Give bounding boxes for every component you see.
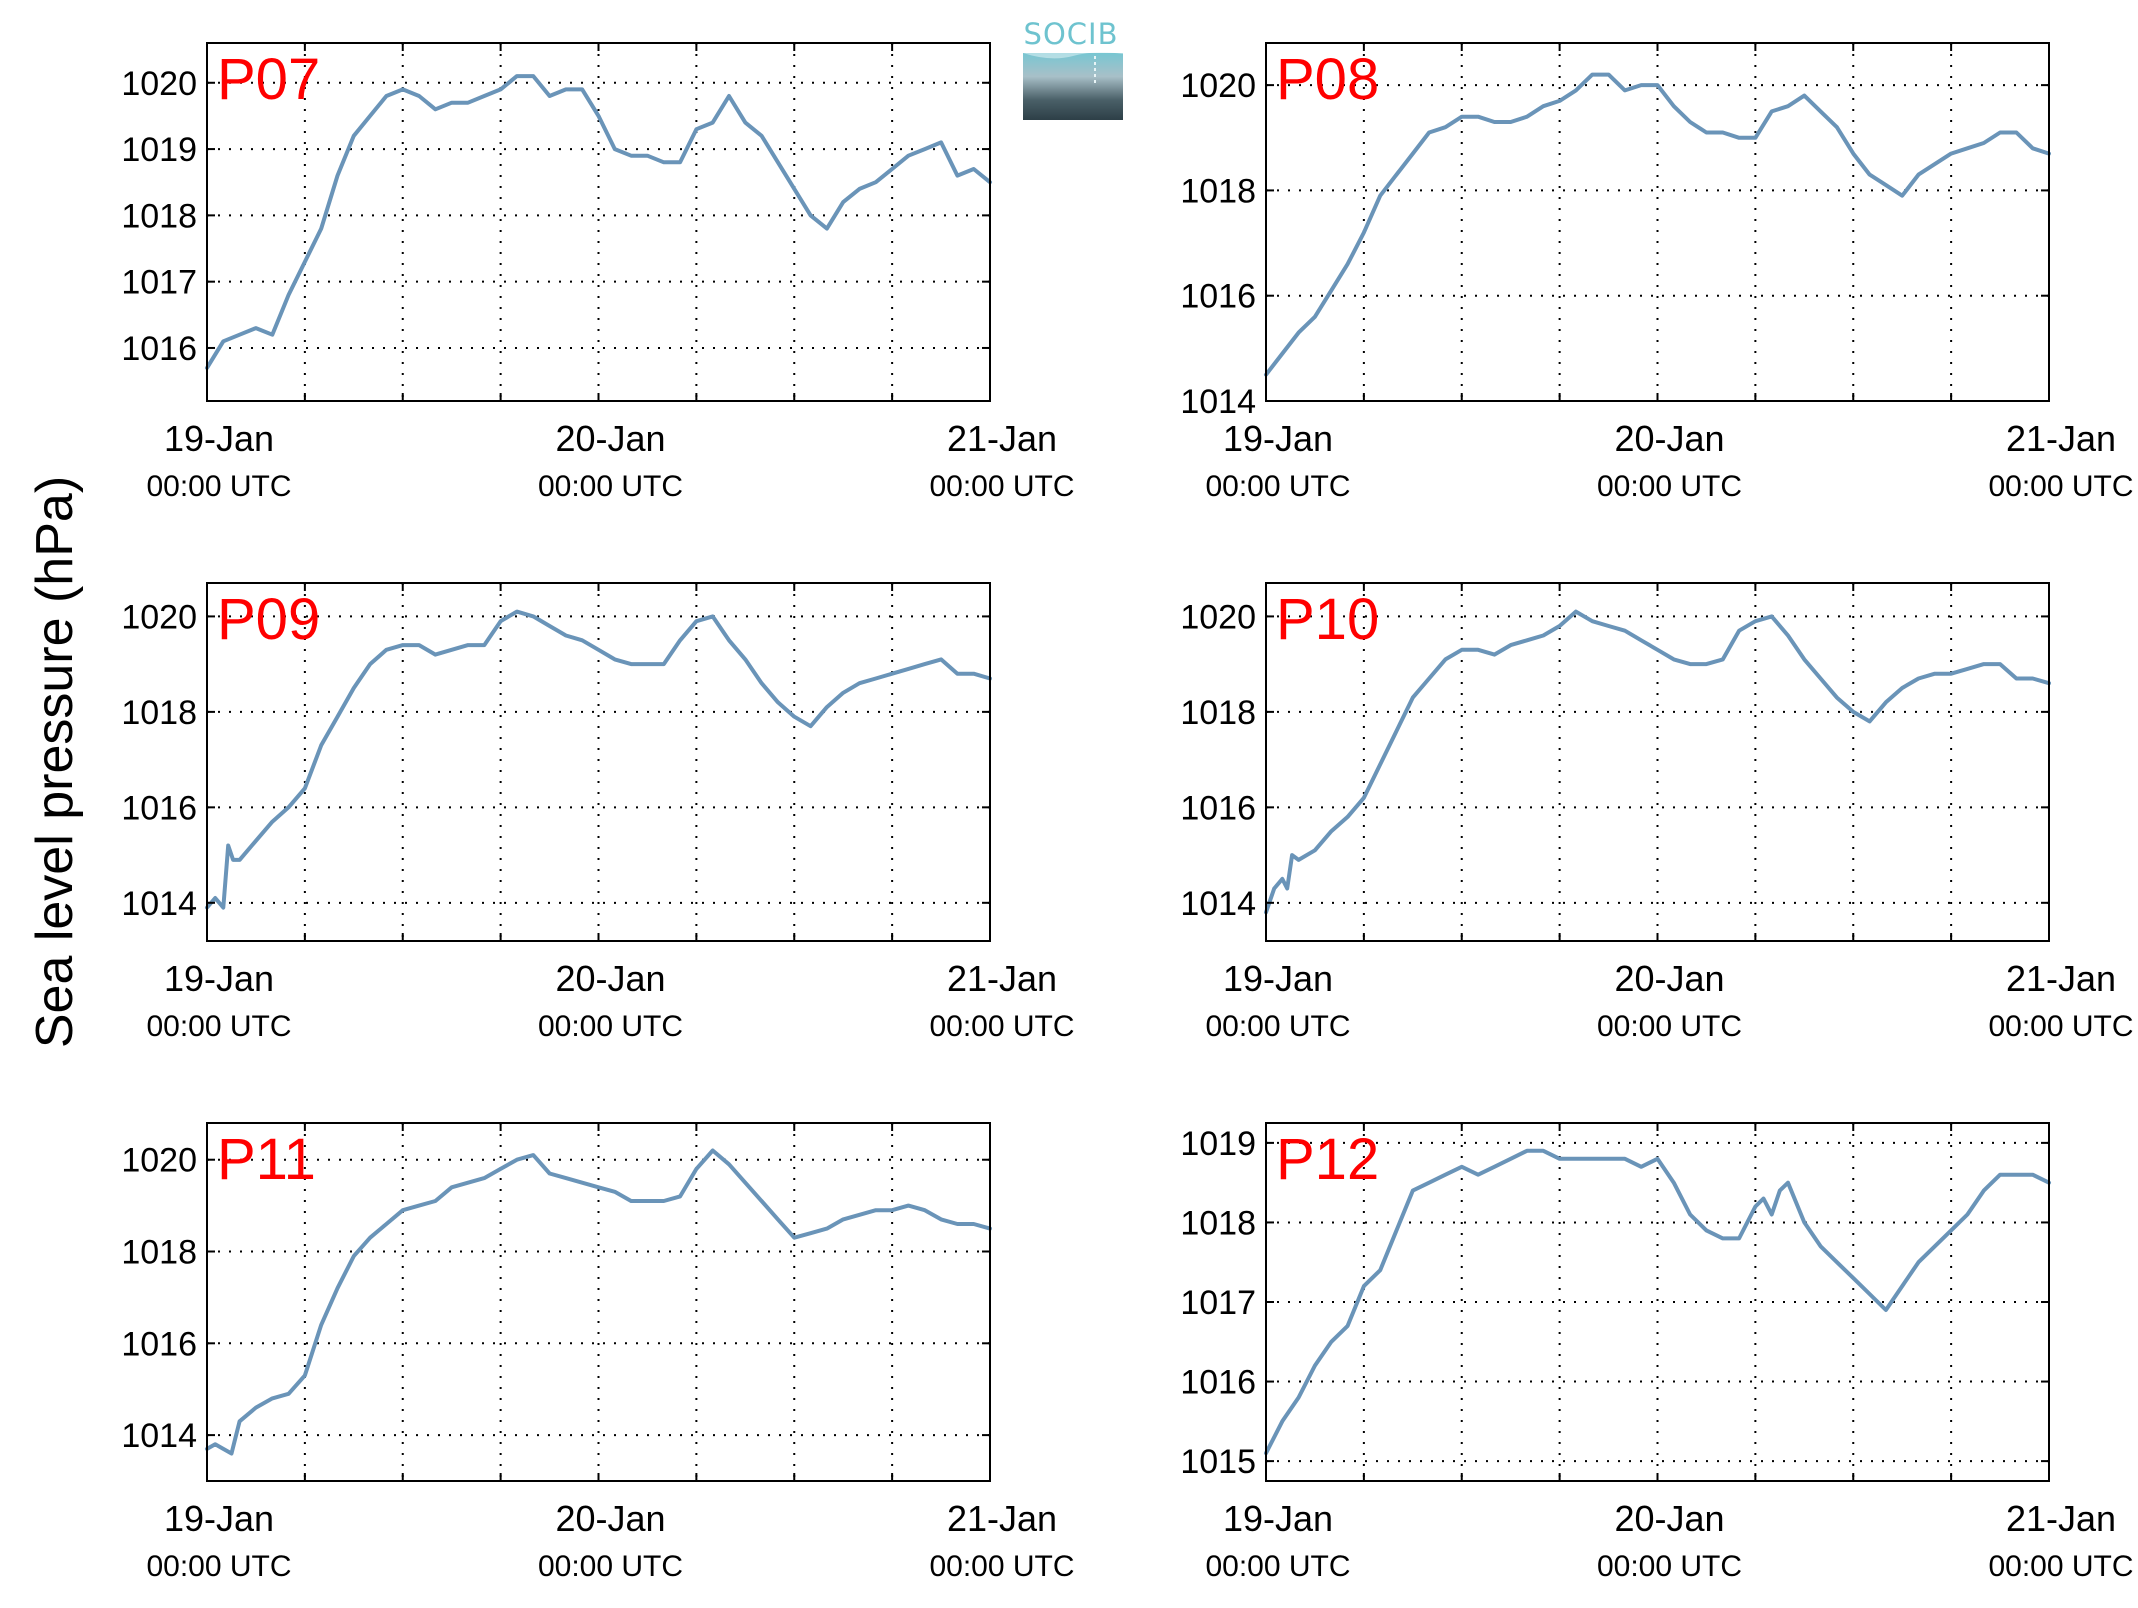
x-tick-label-date: 21-Jan: [2006, 958, 2116, 999]
chart-panel-p07: 1016 1017 1018 1019 1020 19-Jan 00:00 UTC 20-Ja…: [121, 42, 1075, 503]
x-tick-label-time: 00:00 UTC: [146, 470, 291, 503]
x-tick-label-time: 00:00 UTC: [1988, 1010, 2133, 1043]
socib-logo: SOCIB: [1023, 18, 1123, 120]
y-tick-label: 1020: [1180, 67, 1256, 105]
x-tick-label-date: 21-Jan: [947, 418, 1057, 459]
y-tick-label: 1014: [121, 885, 197, 923]
y-tick-label: 1018: [121, 694, 197, 732]
x-tick-label-date: 20-Jan: [555, 958, 665, 999]
panel-label: P08: [1276, 47, 1379, 112]
y-axis-label: Sea level pressure (hPa): [26, 476, 84, 1048]
y-tick-label: 1014: [1180, 383, 1256, 421]
chart-panels: 1016 1017 1018 1019 1020 19-Jan 00:00 UTC 20-Ja…: [121, 42, 2134, 1583]
chart-panel-p12: 1015 1016 1017 1018 1019 19-Jan 00:00 UTC 20-Ja…: [1180, 1122, 2134, 1583]
y-tick-label: 1020: [1180, 598, 1256, 636]
x-tick-label-time: 00:00 UTC: [1988, 1550, 2133, 1583]
panel-label: P11: [217, 1127, 316, 1192]
x-tick-label-time: 00:00 UTC: [538, 1550, 683, 1583]
socib-logo-text: SOCIB: [1024, 18, 1119, 51]
x-tick-label-date: 19-Jan: [1223, 418, 1333, 459]
x-tick-label-time: 00:00 UTC: [929, 1550, 1074, 1583]
y-tick-label: 1014: [121, 1417, 197, 1455]
x-tick-label-time: 00:00 UTC: [1988, 470, 2133, 503]
x-tick-label-time: 00:00 UTC: [538, 1010, 683, 1043]
panel-label: P07: [217, 47, 320, 112]
x-tick-label-time: 00:00 UTC: [1597, 1550, 1742, 1583]
x-tick-label-time: 00:00 UTC: [538, 470, 683, 503]
panel-label: P12: [1276, 1127, 1379, 1192]
plot-frame: [1265, 1122, 2050, 1482]
pressure-series-line: [1264, 609, 2051, 915]
x-tick-label-date: 21-Jan: [947, 958, 1057, 999]
chart-panel-p08: 1014 1016 1018 1020 19-Jan 00:00 UTC 20-Jan 00:…: [1180, 42, 2134, 503]
y-tick-label: 1016: [121, 789, 197, 827]
x-tick-label-date: 20-Jan: [1614, 958, 1724, 999]
chart-panel-p09: 1014 1016 1018 1020 19-Jan 00:00 UTC 20-Jan 00:…: [121, 582, 1075, 1043]
chart-panel-p11: 1014 1016 1018 1020 19-Jan 00:00 UTC 20-Jan 00:…: [121, 1122, 1075, 1583]
pressure-series-line: [205, 1148, 992, 1456]
x-tick-label-time: 00:00 UTC: [146, 1010, 291, 1043]
plot-frame: [206, 1122, 991, 1482]
y-tick-label: 1018: [1180, 694, 1256, 732]
x-tick-label-date: 21-Jan: [2006, 418, 2116, 459]
x-tick-label-time: 00:00 UTC: [146, 1550, 291, 1583]
pressure-series-line: [1264, 72, 2051, 377]
y-tick-label: 1017: [121, 264, 197, 302]
x-tick-label-date: 20-Jan: [1614, 418, 1724, 459]
panel-label: P09: [217, 587, 320, 652]
y-tick-label: 1016: [1180, 789, 1256, 827]
y-tick-label: 1020: [121, 65, 197, 103]
y-tick-label: 1017: [1180, 1284, 1256, 1322]
y-tick-label: 1019: [121, 131, 197, 169]
x-tick-label-date: 19-Jan: [1223, 958, 1333, 999]
x-tick-label-time: 00:00 UTC: [929, 1010, 1074, 1043]
y-tick-label: 1016: [1180, 1364, 1256, 1402]
y-tick-label: 1015: [1180, 1443, 1256, 1481]
x-tick-label-date: 19-Jan: [164, 418, 274, 459]
x-tick-label-date: 21-Jan: [947, 1498, 1057, 1539]
x-tick-label-date: 20-Jan: [555, 1498, 665, 1539]
plot-frame: [1265, 42, 2050, 402]
x-tick-label-date: 21-Jan: [2006, 1498, 2116, 1539]
y-tick-label: 1016: [121, 1325, 197, 1363]
chart-panel-p10: 1014 1016 1018 1020 19-Jan 00:00 UTC 20-Jan 00:…: [1180, 582, 2134, 1043]
panel-label: P10: [1276, 587, 1379, 652]
y-tick-label: 1016: [121, 330, 197, 368]
y-tick-label: 1020: [121, 1142, 197, 1180]
x-tick-label-time: 00:00 UTC: [1597, 1010, 1742, 1043]
socib-logo-block: [1023, 53, 1123, 120]
x-tick-label-time: 00:00 UTC: [1205, 1550, 1350, 1583]
y-tick-label: 1014: [1180, 885, 1256, 923]
y-tick-label: 1019: [1180, 1125, 1256, 1163]
pressure-series-line: [205, 609, 992, 910]
x-tick-label-date: 20-Jan: [555, 418, 665, 459]
y-tick-label: 1020: [121, 598, 197, 636]
x-tick-label-date: 19-Jan: [164, 958, 274, 999]
y-tick-label: 1016: [1180, 278, 1256, 316]
pressure-series-line: [205, 74, 992, 370]
pressure-series-line: [1264, 1148, 2051, 1456]
x-tick-label-time: 00:00 UTC: [1205, 1010, 1350, 1043]
y-tick-label: 1018: [1180, 172, 1256, 210]
y-tick-label: 1018: [121, 197, 197, 235]
plot-frame: [206, 582, 991, 942]
x-tick-label-date: 20-Jan: [1614, 1498, 1724, 1539]
x-tick-label-date: 19-Jan: [1223, 1498, 1333, 1539]
x-tick-label-time: 00:00 UTC: [1597, 470, 1742, 503]
x-tick-label-date: 19-Jan: [164, 1498, 274, 1539]
x-tick-label-time: 00:00 UTC: [1205, 470, 1350, 503]
x-tick-label-time: 00:00 UTC: [929, 470, 1074, 503]
y-tick-label: 1018: [121, 1234, 197, 1272]
y-tick-label: 1018: [1180, 1204, 1256, 1242]
